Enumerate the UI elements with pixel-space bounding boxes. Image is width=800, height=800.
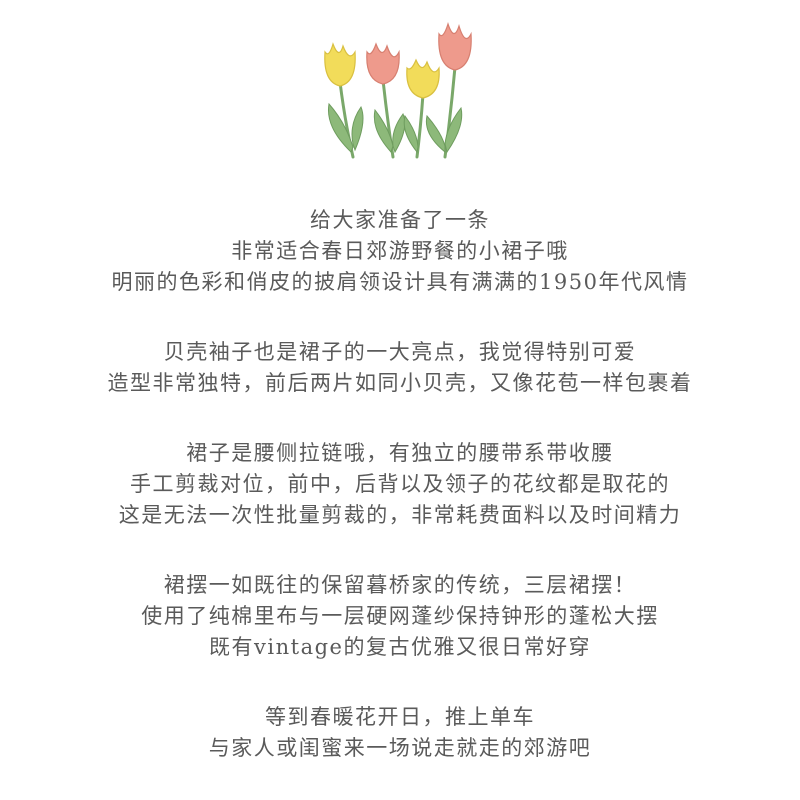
text-line: 造型非常独特，前后两片如同小贝壳，又像花苞一样包裹着 <box>107 371 693 395</box>
text-line: 手工剪裁对位，前中，后背以及领子的花纹都是取花的 <box>130 472 670 496</box>
text-line: 明丽的色彩和俏皮的披肩领设计具有满满的1950年代风情 <box>111 270 689 294</box>
text-line: 贝壳袖子也是裙子的一大亮点，我觉得特别可爱 <box>163 340 637 364</box>
tulips-icon <box>324 22 472 159</box>
paragraph-1: 给大家准备了一条 非常适合春日郊游野餐的小裙子哦 明丽的色彩和俏皮的披肩领设计具… <box>0 205 800 298</box>
text-line: 既有vintage的复古优雅又很日常好穿 <box>209 635 591 659</box>
text-line: 这是无法一次性批量剪裁的，非常耗费面料以及时间精力 <box>118 503 682 527</box>
text-line: 给大家准备了一条 <box>310 208 490 232</box>
paragraph-2: 贝壳袖子也是裙子的一大亮点，我觉得特别可爱 造型非常独特，前后两片如同小贝壳，又… <box>0 337 800 399</box>
text-line: 等到春暖花开日，推上单车 <box>265 705 535 729</box>
paragraph-3: 裙子是腰侧拉链哦，有独立的腰带系带收腰 手工剪裁对位，前中，后背以及领子的花纹都… <box>0 438 800 531</box>
description-text: 给大家准备了一条 非常适合春日郊游野餐的小裙子哦 明丽的色彩和俏皮的披肩领设计具… <box>0 205 800 764</box>
paragraph-4: 裙摆一如既往的保留暮桥家的传统，三层裙摆！ 使用了纯棉里布与一层硬网蓬纱保持钟形… <box>0 570 800 663</box>
text-line: 与家人或闺蜜来一场说走就走的郊游吧 <box>208 736 592 760</box>
text-line: 非常适合春日郊游野餐的小裙子哦 <box>231 239 569 263</box>
text-line: 裙摆一如既往的保留暮桥家的传统，三层裙摆！ <box>163 573 637 597</box>
text-line: 使用了纯棉里布与一层硬网蓬纱保持钟形的蓬松大摆 <box>141 604 659 628</box>
text-line: 裙子是腰侧拉链哦，有独立的腰带系带收腰 <box>186 441 614 465</box>
paragraph-5: 等到春暖花开日，推上单车 与家人或闺蜜来一场说走就走的郊游吧 <box>0 702 800 764</box>
